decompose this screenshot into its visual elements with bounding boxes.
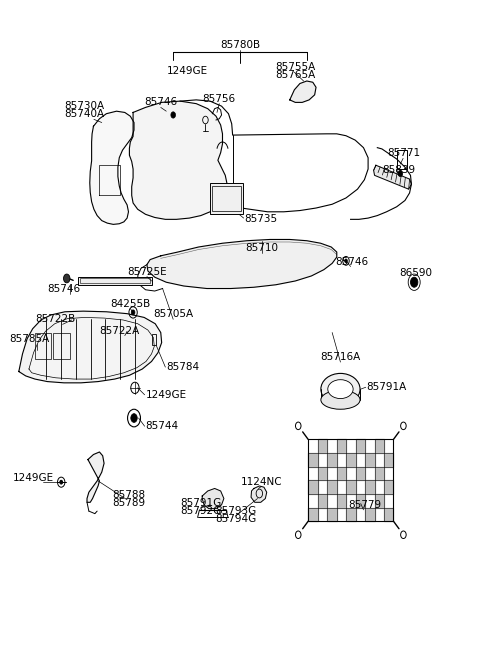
Polygon shape [365,480,374,494]
Circle shape [60,480,62,484]
Polygon shape [308,453,318,466]
Text: 85771: 85771 [387,148,420,159]
Text: 85839: 85839 [383,165,416,176]
Polygon shape [374,494,384,508]
Text: 85779: 85779 [348,500,381,510]
Text: 85784: 85784 [166,362,199,372]
Text: 85730A: 85730A [64,101,104,111]
Polygon shape [365,508,374,521]
Text: 85788: 85788 [112,490,145,500]
Polygon shape [346,508,356,521]
Polygon shape [87,452,104,502]
Text: 85735: 85735 [245,214,278,225]
Polygon shape [251,486,267,502]
Polygon shape [130,101,227,219]
Polygon shape [373,165,411,189]
Circle shape [398,170,403,177]
Circle shape [410,277,418,288]
Text: 85722B: 85722B [36,314,76,324]
Text: 85746: 85746 [144,98,177,107]
Text: 85710: 85710 [246,242,278,253]
Circle shape [131,414,137,422]
Polygon shape [318,494,327,508]
Polygon shape [308,508,318,521]
Polygon shape [290,81,316,102]
Polygon shape [356,466,365,480]
Text: 85794G: 85794G [216,514,257,524]
Bar [396,150,407,169]
Text: 85746: 85746 [48,284,81,293]
Text: 85722A: 85722A [99,326,139,335]
Bar [152,334,156,345]
Circle shape [131,310,135,315]
Bar [35,333,51,359]
Text: 85756: 85756 [203,94,236,103]
Bar [53,333,70,359]
Polygon shape [327,480,336,494]
Polygon shape [346,480,356,494]
Ellipse shape [321,373,360,405]
Ellipse shape [328,380,353,398]
Polygon shape [356,440,365,453]
Polygon shape [327,453,336,466]
Text: 85793G: 85793G [216,506,257,516]
Bar [308,440,394,521]
Polygon shape [374,440,384,453]
Ellipse shape [321,390,360,409]
Text: 85746: 85746 [335,257,368,267]
Polygon shape [308,480,318,494]
Text: 85785A: 85785A [9,334,49,344]
Text: 1249GE: 1249GE [167,66,207,76]
Text: 85725E: 85725E [127,267,167,276]
Bar [210,183,243,214]
Text: 85791A: 85791A [367,383,407,392]
Text: 85789: 85789 [112,498,145,508]
Polygon shape [384,508,394,521]
Text: 1249GE: 1249GE [13,474,54,483]
Polygon shape [336,440,346,453]
Circle shape [171,112,176,118]
Text: 85792G: 85792G [180,506,221,516]
Bar [78,276,152,286]
Polygon shape [327,508,336,521]
Text: 85791G: 85791G [180,498,221,508]
Bar [80,278,150,284]
Text: 1249GE: 1249GE [145,390,187,400]
Polygon shape [90,111,134,225]
Bar [212,186,241,211]
Text: 85780B: 85780B [220,39,260,50]
Polygon shape [318,440,327,453]
Text: 85755A: 85755A [275,62,315,72]
Polygon shape [384,453,394,466]
Polygon shape [336,466,346,480]
Polygon shape [346,453,356,466]
Text: 85765A: 85765A [275,70,315,81]
Circle shape [345,259,348,263]
Text: 86590: 86590 [399,269,432,278]
Text: 85716A: 85716A [320,352,360,362]
Polygon shape [365,453,374,466]
Polygon shape [147,240,337,288]
Polygon shape [19,311,162,383]
Circle shape [63,274,70,283]
Polygon shape [356,494,365,508]
Text: 85740A: 85740A [64,109,104,119]
Text: 84255B: 84255B [110,299,150,309]
Polygon shape [318,466,327,480]
Polygon shape [374,466,384,480]
Polygon shape [336,494,346,508]
Text: 1124NC: 1124NC [241,477,283,487]
Text: 85744: 85744 [145,421,179,431]
Polygon shape [202,489,224,508]
Polygon shape [384,480,394,494]
Text: 85705A: 85705A [153,309,193,320]
